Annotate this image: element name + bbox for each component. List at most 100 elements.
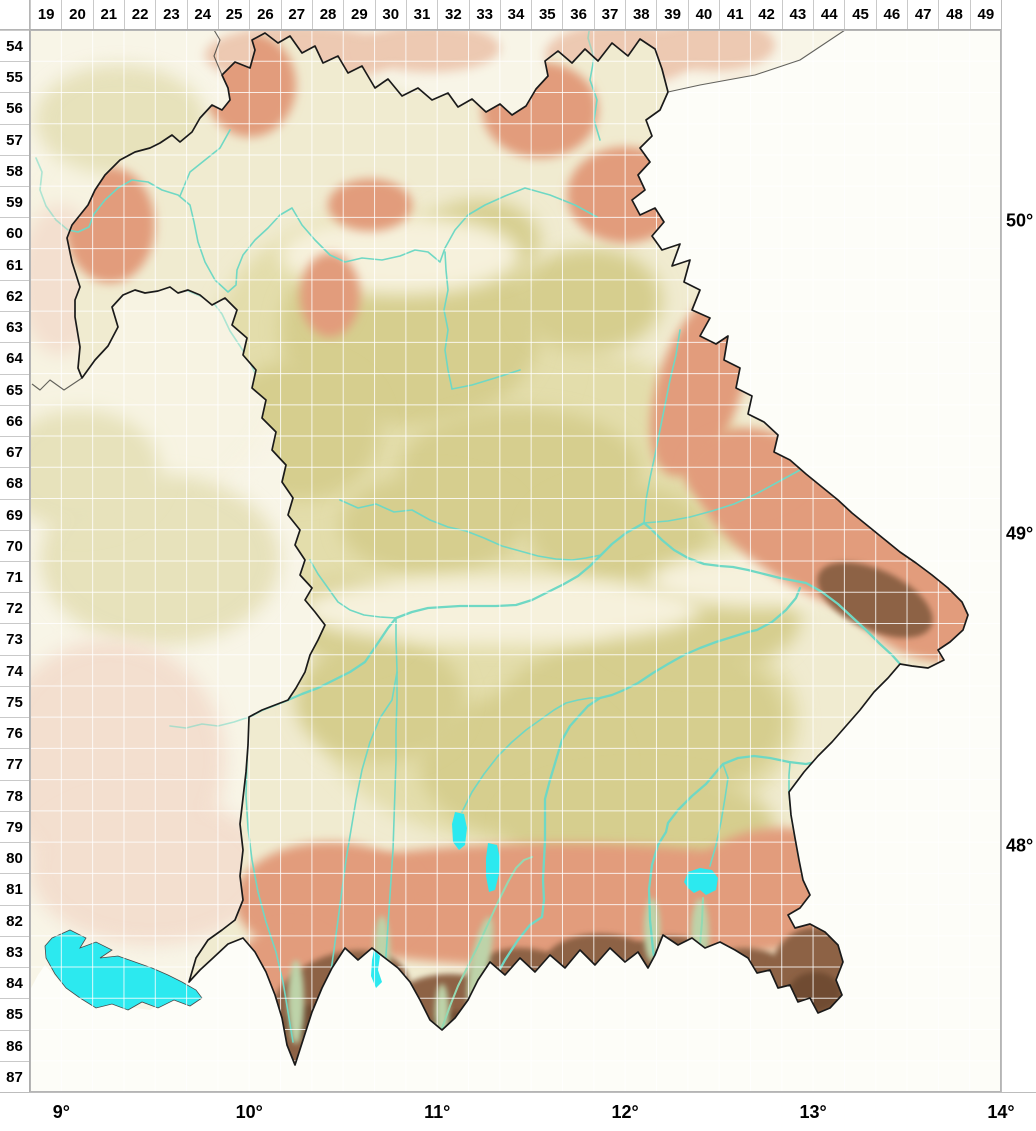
column-header-24: 24 <box>186 0 218 29</box>
row-header-band: 54 55 56 57 58 59 60 61 62 63 64 65 66 67 68 69 70 71 72 73… <box>0 30 30 1092</box>
column-header-25: 25 <box>217 0 250 29</box>
row-header-54: 54 <box>0 30 29 62</box>
grid-corner-cell <box>0 0 30 30</box>
row-header-76: 76 <box>0 717 29 749</box>
row-header-58: 58 <box>0 154 29 187</box>
column-header-32: 32 <box>437 0 469 29</box>
bavaria-boundary <box>66 32 969 1066</box>
river-iller <box>245 716 294 1043</box>
column-header-45: 45 <box>844 0 876 29</box>
column-header-39: 39 <box>656 0 688 29</box>
column-header-36: 36 <box>562 0 594 29</box>
latitude-label-49: 49° <box>1006 523 1034 544</box>
outside-whiteout <box>30 30 1001 1092</box>
longitude-label-11: 11° <box>424 1102 451 1122</box>
column-header-44: 44 <box>813 0 845 29</box>
row-header-69: 69 <box>0 498 29 530</box>
row-header-74: 74 <box>0 654 29 686</box>
column-header-19: 19 <box>30 0 62 29</box>
column-header-30: 30 <box>374 0 406 29</box>
column-header-26: 26 <box>249 0 281 29</box>
row-header-71: 71 <box>0 561 29 593</box>
river-naab <box>643 329 681 524</box>
river-danube <box>247 521 902 719</box>
river-woernitz <box>309 559 397 619</box>
row-header-79: 79 <box>0 810 29 843</box>
longitude-label-14: 14° <box>987 1102 1015 1122</box>
row-header-55: 55 <box>0 61 29 93</box>
row-header-85: 85 <box>0 998 29 1030</box>
lake-starnberger-see <box>486 843 500 892</box>
lake-ammersee <box>452 812 467 850</box>
row-header-80: 80 <box>0 842 29 874</box>
row-header-64: 64 <box>0 342 29 374</box>
row-header-87: 87 <box>0 1060 29 1092</box>
row-header-78: 78 <box>0 779 29 811</box>
river-wertach <box>329 671 398 979</box>
row-header-81: 81 <box>0 873 29 905</box>
river-regnitz <box>443 251 453 390</box>
row-header-75: 75 <box>0 685 29 718</box>
column-header-37: 37 <box>593 0 626 29</box>
column-header-46: 46 <box>875 0 908 29</box>
river-loisach <box>441 856 533 1029</box>
lake-chiemsee <box>684 868 718 895</box>
topographic-map-svg[interactable] <box>0 19 1001 1092</box>
river-alz <box>709 763 729 867</box>
river-saale <box>589 57 601 141</box>
latitude-label-48: 48° <box>1006 835 1034 856</box>
column-header-35: 35 <box>531 0 563 29</box>
row-header-63: 63 <box>0 311 29 343</box>
row-header-67: 67 <box>0 436 29 468</box>
row-header-65: 65 <box>0 373 29 405</box>
row-header-77: 77 <box>0 748 29 780</box>
quadrant-grid-overlay <box>30 30 1001 1092</box>
column-header-48: 48 <box>938 0 970 29</box>
river-amper <box>461 697 601 813</box>
row-header-59: 59 <box>0 186 29 218</box>
row-header-68: 68 <box>0 467 29 499</box>
river-main <box>67 179 598 293</box>
column-header-49: 49 <box>969 0 1001 29</box>
column-header-41: 41 <box>719 0 751 29</box>
column-header-33: 33 <box>468 0 500 29</box>
column-header-42: 42 <box>750 0 782 29</box>
row-header-66: 66 <box>0 404 29 437</box>
river-regen <box>643 469 801 524</box>
column-header-31: 31 <box>405 0 438 29</box>
row-header-82: 82 <box>0 904 29 936</box>
column-header-40: 40 <box>687 0 720 29</box>
river-tiroler-ache <box>699 897 704 946</box>
row-header-60: 60 <box>0 217 29 249</box>
column-header-22: 22 <box>123 0 156 29</box>
column-header-21: 21 <box>92 0 124 29</box>
longitude-label-10: 10° <box>235 1102 263 1122</box>
row-header-70: 70 <box>0 529 29 561</box>
row-header-56: 56 <box>0 92 29 124</box>
column-header-27: 27 <box>280 0 312 29</box>
river-altmuehl <box>339 499 602 561</box>
row-header-61: 61 <box>0 248 29 280</box>
longitude-margin: 9° 10° 11° 12° 13° 14° <box>0 1092 1036 1131</box>
row-header-62: 62 <box>0 279 29 312</box>
column-header-38: 38 <box>625 0 657 29</box>
row-header-86: 86 <box>0 1029 29 1061</box>
latitude-margin: 50° 49° 48° <box>1001 0 1036 1131</box>
column-header-34: 34 <box>499 0 532 29</box>
longitude-label-13: 13° <box>799 1102 827 1122</box>
column-header-20: 20 <box>61 0 93 29</box>
longitude-label-9: 9° <box>52 1102 70 1122</box>
column-header-29: 29 <box>343 0 375 29</box>
row-header-72: 72 <box>0 592 29 624</box>
row-header-83: 83 <box>0 935 29 968</box>
lake-forggensee <box>371 950 382 988</box>
column-header-47: 47 <box>907 0 939 29</box>
row-header-73: 73 <box>0 623 29 655</box>
neighbor-boundaries <box>31 29 846 391</box>
column-header-28: 28 <box>311 0 344 29</box>
map-frame <box>30 30 1001 1092</box>
latitude-label-50: 50° <box>1006 210 1034 231</box>
bavaria-grid-map[interactable] <box>0 19 1001 1092</box>
row-header-57: 57 <box>0 123 29 155</box>
